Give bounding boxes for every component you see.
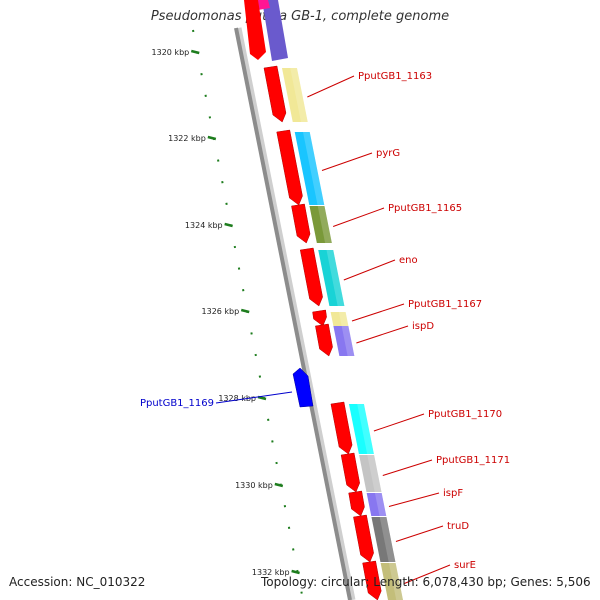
gene-label: ispD <box>412 321 434 332</box>
cog-bar <box>371 517 396 562</box>
gene-arrow-plus <box>299 247 323 307</box>
gene-label: pyrG <box>376 148 400 159</box>
label-connector <box>382 459 433 476</box>
cog-bar <box>333 326 355 356</box>
label-connector <box>356 325 409 344</box>
tick-label: 1332 kbp <box>252 568 290 577</box>
cog-bar-highlight <box>302 132 325 205</box>
backbone <box>234 27 352 600</box>
gene-fragment-top-plus <box>244 0 266 60</box>
cog-bar-highlight <box>374 493 387 516</box>
label-connector <box>373 413 425 432</box>
gene-fragment-top-cog <box>262 0 288 61</box>
label-connector <box>343 259 396 281</box>
cog-bar-highlight <box>317 206 332 243</box>
gene-label: PputGB1_1165 <box>388 203 462 214</box>
tick-mark <box>224 222 233 228</box>
gene-arrow-plus <box>291 203 311 244</box>
label-connector <box>307 75 355 98</box>
gene-label: surE <box>454 560 476 571</box>
tick-label: 1322 kbp <box>168 134 206 143</box>
cog-bar-highlight <box>367 455 382 492</box>
cog-bar <box>281 68 308 122</box>
tick-marks: 1320 kbp 1322 kbp 1324 kbp 1326 kbp 1328 kbp… <box>152 48 300 577</box>
cog-bar <box>294 132 325 205</box>
tick-label: 1326 kbp <box>202 307 240 316</box>
gene-arrow-plus <box>312 309 327 327</box>
tick-mark <box>240 308 250 314</box>
tick-label: 1320 kbp <box>152 48 190 57</box>
gene-label: PputGB1_1163 <box>358 71 432 82</box>
cog-bar <box>309 206 332 243</box>
cog-bar <box>348 404 374 454</box>
cog-bar-highlight <box>290 68 308 122</box>
tick-label: 1328 kbp <box>218 394 256 403</box>
map-title: Pseudomonas putida GB-1, complete genome <box>150 9 450 24</box>
genome-summary-text: Topology: circular; Length: 6,078,430 bp… <box>261 575 591 589</box>
tick-mark <box>190 49 200 55</box>
gene-arrow-plus <box>276 129 303 206</box>
gene-fragment-top-pink <box>256 0 270 10</box>
gene-arrow-plus <box>330 401 353 455</box>
tick-label: 1330 kbp <box>235 481 273 490</box>
gene-arrow-plus <box>263 65 287 123</box>
gene-label: eno <box>399 255 418 266</box>
cog-bar <box>380 563 403 600</box>
label-connector <box>404 564 451 584</box>
cog-bar-highlight <box>338 312 349 326</box>
cog-bar <box>359 455 382 492</box>
tick-label: 1324 kbp <box>185 221 223 230</box>
cog-bar-highlight <box>388 563 403 600</box>
cog-bar <box>318 250 345 306</box>
gene-label: PputGB1_1170 <box>428 409 502 420</box>
gene-label: ispF <box>443 488 463 499</box>
gene-label: PputGB1_1171 <box>436 455 510 466</box>
accession-text: Accession: NC_010322 <box>9 575 146 589</box>
label-connector <box>395 525 444 542</box>
label-connector <box>215 391 293 404</box>
gene-arrow-plus <box>348 490 365 517</box>
gene-arrow-plus <box>340 452 360 493</box>
gene-arrow-plus <box>353 514 374 563</box>
cog-bar <box>366 493 387 516</box>
gene-label: PputGB1_1167 <box>408 299 482 310</box>
cog-bar-highlight <box>326 250 345 306</box>
label-connector <box>321 152 373 171</box>
cog-bar <box>330 312 349 326</box>
gene-arrow-minus <box>292 367 314 408</box>
tick-mark <box>274 482 284 488</box>
gene-features <box>263 65 403 600</box>
gene-label: truD <box>447 521 469 532</box>
label-connector <box>332 207 385 227</box>
gene-arrow-plus <box>362 560 382 600</box>
cog-bar-highlight <box>379 517 396 562</box>
tick-mark <box>291 569 300 575</box>
cog-bar-highlight <box>341 326 355 356</box>
label-connector <box>388 492 440 507</box>
cog-bar-highlight <box>357 404 374 454</box>
gene-arrow-plus <box>315 323 333 357</box>
tick-mark <box>257 395 267 401</box>
tick-mark <box>207 135 217 141</box>
label-connector <box>351 303 405 322</box>
gene-label: PputGB1_1169 <box>140 398 214 409</box>
